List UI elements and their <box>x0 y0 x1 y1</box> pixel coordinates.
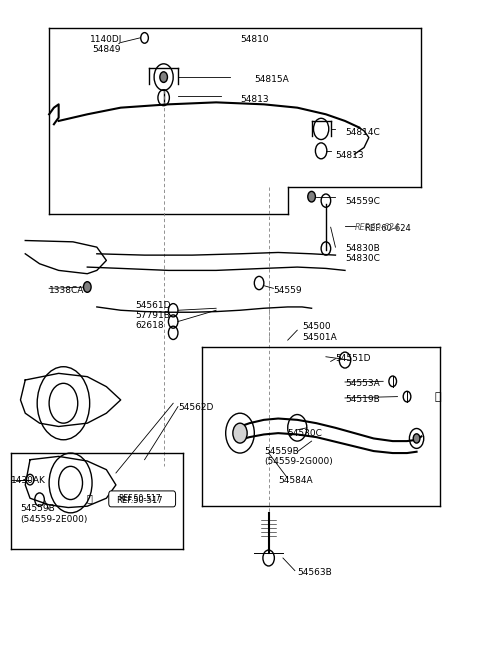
Text: REF.60-624: REF.60-624 <box>355 223 400 231</box>
Text: 54813: 54813 <box>336 151 364 160</box>
Circle shape <box>233 423 247 443</box>
Text: 54519B: 54519B <box>345 396 380 404</box>
Text: 54530C: 54530C <box>288 429 323 438</box>
Text: 1338CA: 1338CA <box>49 286 84 295</box>
Text: 54810: 54810 <box>240 35 269 45</box>
Text: 54563B: 54563B <box>297 568 332 577</box>
Text: 54814C: 54814C <box>345 129 380 137</box>
Text: 1140DJ
54849: 1140DJ 54849 <box>90 35 122 54</box>
FancyBboxPatch shape <box>109 491 176 507</box>
Text: 54559C: 54559C <box>345 197 380 207</box>
Text: Ⓐ: Ⓐ <box>435 392 441 402</box>
Text: 54830B
54830C: 54830B 54830C <box>345 244 380 263</box>
Text: 54584A: 54584A <box>278 476 313 486</box>
Circle shape <box>84 281 91 292</box>
Text: REF.60-624: REF.60-624 <box>364 224 411 233</box>
Text: 54562D: 54562D <box>178 404 213 412</box>
Text: Ⓐ: Ⓐ <box>87 493 93 503</box>
Text: 54559: 54559 <box>274 286 302 295</box>
Circle shape <box>160 72 168 83</box>
Text: 1430AK: 1430AK <box>11 476 46 486</box>
Circle shape <box>308 191 315 202</box>
Text: 54815A: 54815A <box>254 75 289 84</box>
Text: 54559B
(54559-2G000): 54559B (54559-2G000) <box>264 447 333 466</box>
Circle shape <box>413 434 420 443</box>
Text: 54551D: 54551D <box>336 354 371 364</box>
Text: 54559B
(54559-2E000): 54559B (54559-2E000) <box>21 504 88 524</box>
Text: 54500
54501A: 54500 54501A <box>302 322 337 342</box>
Text: REF.50-517: REF.50-517 <box>118 494 161 504</box>
Text: 54561D
57791B
62618: 54561D 57791B 62618 <box>135 301 170 330</box>
Text: REF.50-517: REF.50-517 <box>116 496 163 506</box>
Text: 54813: 54813 <box>240 95 269 103</box>
Text: 54553A: 54553A <box>345 379 380 388</box>
